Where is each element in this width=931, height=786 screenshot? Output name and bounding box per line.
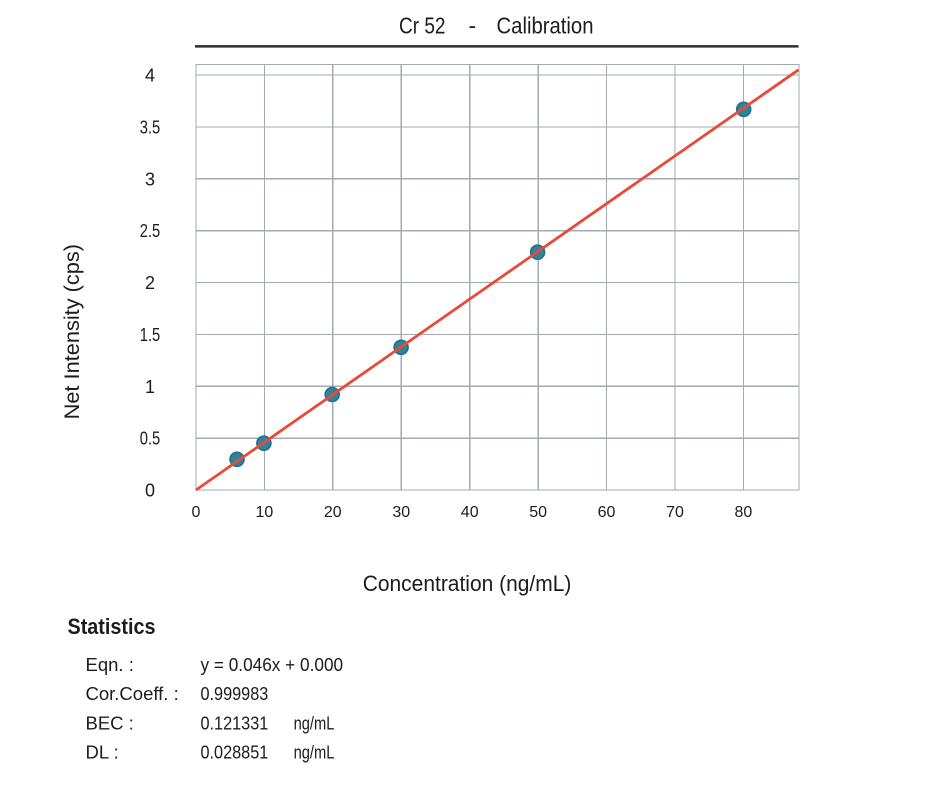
svg-text:3.5: 3.5	[140, 117, 161, 137]
svg-text:DL :: DL :	[86, 742, 119, 763]
svg-text:10: 10	[256, 504, 274, 521]
svg-text:80: 80	[735, 504, 753, 521]
svg-text:Statistics: Statistics	[68, 614, 156, 639]
svg-text:0.028851: 0.028851	[201, 742, 269, 763]
svg-text:Net Intensity (cps): Net Intensity (cps)	[61, 244, 84, 419]
svg-text:3: 3	[145, 169, 155, 189]
svg-text:30: 30	[392, 504, 410, 521]
svg-text:Eqn. :: Eqn. :	[86, 654, 134, 675]
svg-text:70: 70	[666, 504, 684, 521]
svg-text:4: 4	[145, 66, 155, 86]
svg-text:Cr 52: Cr 52	[399, 13, 446, 39]
svg-text:Cor.Coeff. :: Cor.Coeff. :	[86, 683, 179, 704]
svg-text:20: 20	[324, 504, 342, 521]
svg-text:0.121331: 0.121331	[201, 713, 269, 734]
svg-text:0: 0	[192, 504, 201, 521]
svg-text:-: -	[469, 13, 477, 39]
svg-text:50: 50	[529, 504, 547, 521]
svg-text:0.999983: 0.999983	[201, 683, 269, 704]
svg-text:ng/mL: ng/mL	[294, 713, 335, 734]
svg-text:2: 2	[145, 273, 155, 293]
svg-text:60: 60	[598, 504, 616, 521]
svg-text:0: 0	[145, 481, 155, 501]
svg-text:y = 0.046x + 0.000: y = 0.046x + 0.000	[201, 654, 344, 675]
svg-text:ng/mL: ng/mL	[294, 742, 335, 763]
svg-text:1: 1	[145, 377, 155, 397]
svg-text:1.5: 1.5	[140, 325, 161, 345]
svg-text:Concentration (ng/mL): Concentration (ng/mL)	[363, 571, 572, 596]
svg-text:0.5: 0.5	[140, 429, 161, 449]
svg-text:40: 40	[461, 504, 479, 521]
svg-text:BEC :: BEC :	[86, 713, 134, 734]
svg-text:2.5: 2.5	[140, 221, 161, 241]
svg-text:Calibration: Calibration	[497, 13, 594, 39]
